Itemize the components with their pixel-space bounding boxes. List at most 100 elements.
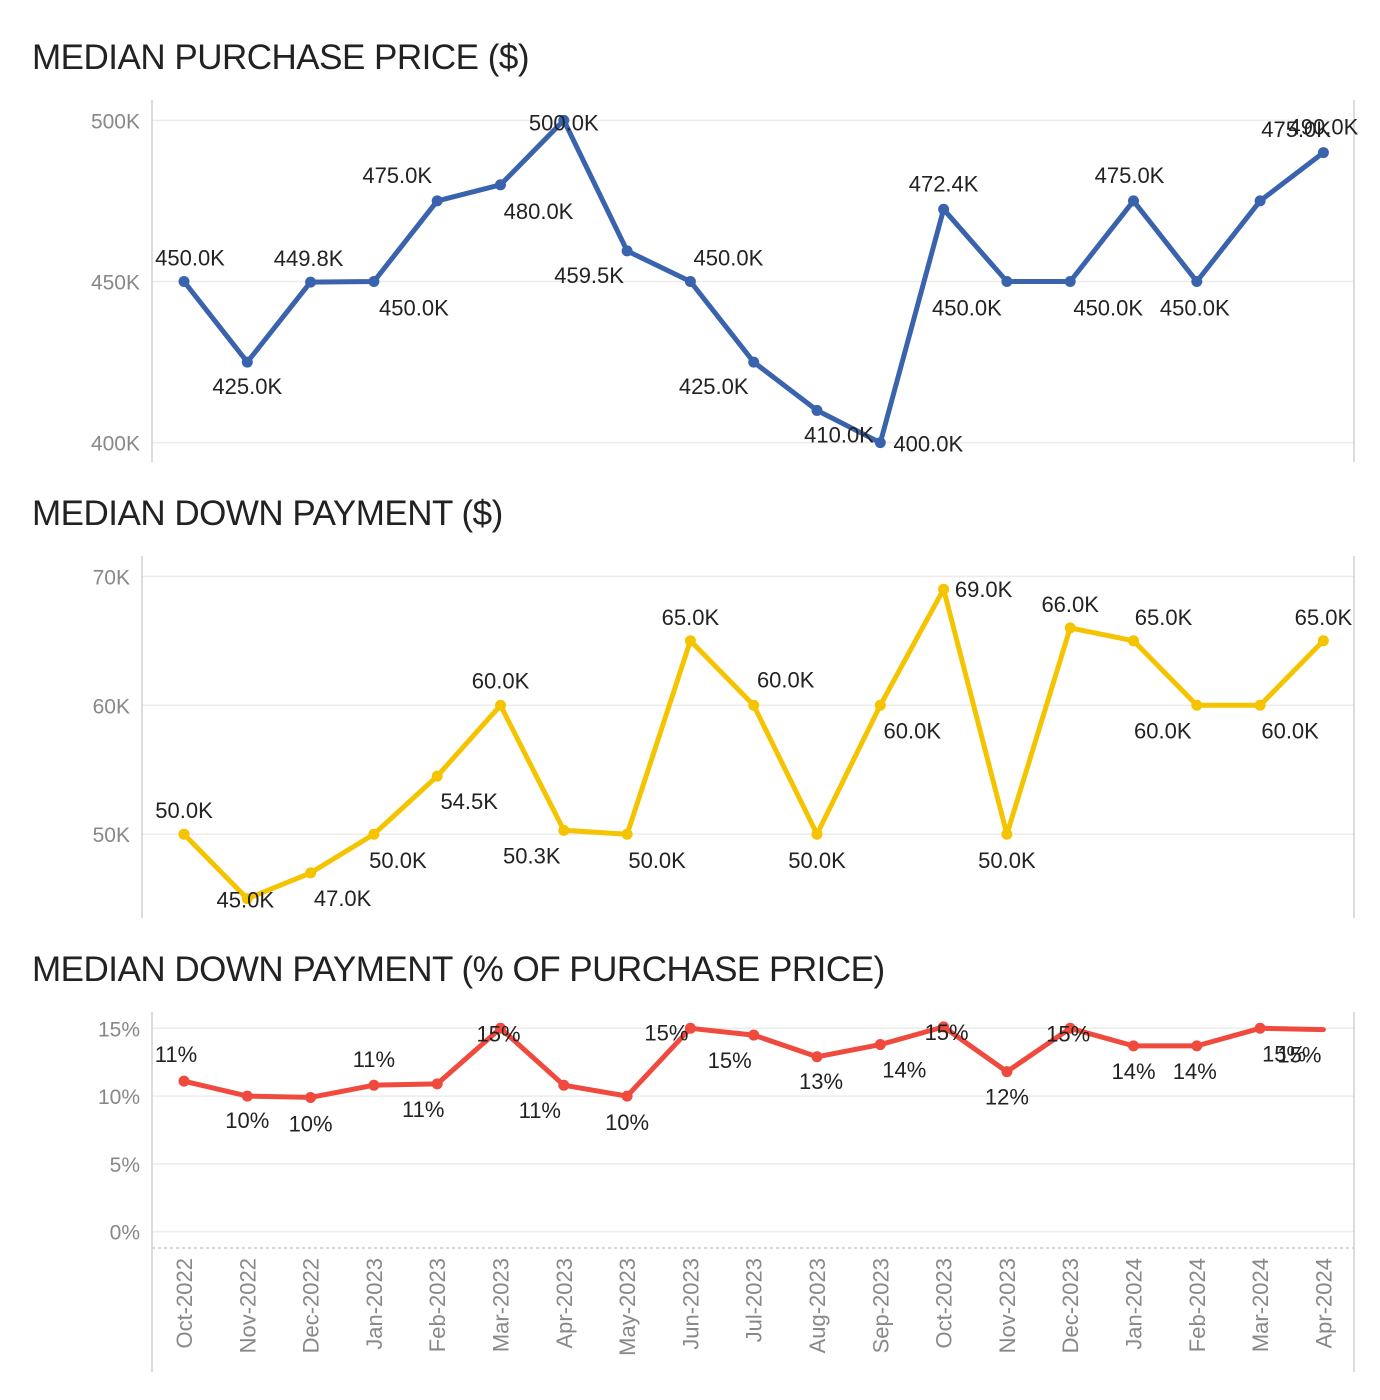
- data-point: [241, 893, 253, 905]
- data-point: [874, 437, 886, 449]
- data-label: 449.8K: [274, 246, 344, 271]
- chart-title-down-payment: MEDIAN DOWN PAYMENT ($): [32, 494, 503, 533]
- data-point: [1317, 147, 1329, 159]
- data-label: 450.0K: [932, 296, 1002, 321]
- chart-title-purchase-price: MEDIAN PURCHASE PRICE ($): [32, 38, 530, 77]
- data-point: [368, 1079, 380, 1091]
- data-label: 425.0K: [212, 374, 282, 399]
- data-label: 13%: [799, 1069, 843, 1094]
- chart-panel-2: 50K 60K 70K 50.0K 45.0K 47.0K 50.0K 54.5K 60.0K 5…: [93, 556, 1355, 918]
- data-label: 475.0K: [362, 163, 432, 188]
- data-point: [558, 824, 570, 836]
- x-axis: Oct-2022 Nov-2022 Dec-2022 Jan-2023 Feb-2023…: [151, 1247, 1355, 1372]
- data-label: 60.0K: [1261, 718, 1319, 743]
- data-label: 50.0K: [628, 848, 686, 873]
- data-point: [1064, 276, 1076, 287]
- data-point: [178, 1075, 190, 1087]
- data-label: 65.0K: [662, 605, 720, 630]
- data-label: 475.0K: [1095, 163, 1165, 188]
- data-label: 11%: [155, 1042, 197, 1067]
- x-tick-label: Mar-2024: [1248, 1258, 1273, 1352]
- data-point: [305, 867, 317, 879]
- data-label: 10%: [289, 1111, 333, 1136]
- data-label: 475.0K: [1261, 117, 1331, 142]
- y-tick-label: 500K: [91, 110, 140, 133]
- data-point: [1128, 1040, 1139, 1052]
- data-label: 15%: [1262, 1041, 1306, 1066]
- data-label: 400.0K: [893, 432, 963, 457]
- data-point: [1191, 699, 1203, 711]
- y-tick-label: 50K: [93, 824, 130, 847]
- data-label: 425.0K: [679, 374, 749, 399]
- data-point: [621, 828, 633, 840]
- x-tick-label: Dec-2022: [299, 1258, 324, 1353]
- data-label: 65.0K: [1135, 605, 1193, 630]
- data-label: 480.0K: [504, 199, 574, 224]
- data-point: [938, 1021, 950, 1033]
- data-point: [1254, 1022, 1266, 1034]
- data-point: [684, 635, 696, 647]
- x-tick-label: Dec-2023: [1058, 1258, 1083, 1353]
- data-point: [621, 245, 633, 257]
- data-label: 14%: [1111, 1059, 1155, 1084]
- data-point: [305, 1091, 317, 1103]
- data-label: 60.0K: [757, 667, 815, 692]
- data-point: [811, 404, 823, 416]
- x-tick-label: Feb-2024: [1185, 1258, 1210, 1352]
- data-point: [748, 356, 760, 368]
- data-point: [1191, 276, 1203, 287]
- data-point: [241, 356, 253, 368]
- data-label: 11%: [353, 1047, 395, 1072]
- data-label: 450.0K: [694, 246, 764, 271]
- data-label: 410.0K: [804, 422, 874, 447]
- data-point: [431, 195, 443, 207]
- series-line: [181, 586, 1326, 902]
- data-point: [811, 828, 823, 840]
- data-label: 450.0K: [155, 246, 225, 271]
- chart-panel-3: 0%5%10%15%11%10% 10%11%11%15%11% 10%15%15%…: [98, 1012, 1355, 1248]
- data-label: 10%: [605, 1110, 649, 1135]
- chart-panel-1: 400K 450K 500K 450.0K 425.0K 449.8K 450.0K 475.…: [91, 100, 1359, 462]
- data-point: [1254, 699, 1266, 711]
- x-tick-label: Nov-2022: [235, 1258, 260, 1353]
- data-label: 50.0K: [978, 848, 1036, 873]
- data-label: 10%: [225, 1108, 269, 1133]
- data-label: 50.0K: [788, 848, 846, 873]
- data-label: 15%: [476, 1021, 520, 1046]
- x-tick-label: Aug-2023: [805, 1258, 830, 1353]
- x-tick-label: Jan-2023: [362, 1258, 387, 1350]
- x-tick-label: Apr-2024: [1311, 1258, 1336, 1349]
- data-point: [305, 276, 317, 288]
- data-label: 11%: [519, 1098, 561, 1123]
- data-point: [368, 828, 380, 840]
- x-tick-label: May-2023: [615, 1258, 640, 1356]
- data-label: 12%: [985, 1085, 1029, 1110]
- data-label: 14%: [882, 1058, 926, 1083]
- data-point: [1001, 1066, 1013, 1078]
- y-tick-label: 400K: [91, 433, 140, 456]
- data-point: [811, 1051, 823, 1063]
- chart-title-down-payment-pct: MEDIAN DOWN PAYMENT (% OF PURCHASE PRICE…: [32, 950, 885, 989]
- data-point: [241, 1090, 253, 1102]
- data-label: 15%: [1277, 1043, 1321, 1068]
- y-tick-label: 70K: [93, 566, 130, 589]
- data-label: 65.0K: [1295, 605, 1353, 630]
- data-label: 450.0K: [379, 296, 449, 321]
- data-label: 60.0K: [472, 668, 530, 693]
- data-point: [938, 203, 950, 215]
- x-tick-label: Apr-2023: [552, 1258, 577, 1349]
- data-label: 472.4K: [909, 171, 979, 196]
- y-tick-label: 450K: [91, 272, 140, 295]
- data-point: [1064, 1022, 1076, 1034]
- data-label: 450.0K: [1160, 296, 1230, 321]
- data-point: [495, 1022, 506, 1034]
- data-point: [431, 770, 443, 782]
- y-tick-label: 10%: [98, 1086, 140, 1109]
- data-point: [1128, 635, 1139, 647]
- x-tick-label: Oct-2022: [172, 1258, 197, 1349]
- data-label: 54.5K: [440, 789, 498, 814]
- data-label: 47.0K: [314, 886, 372, 911]
- data-point: [938, 583, 950, 595]
- data-point: [684, 1022, 696, 1034]
